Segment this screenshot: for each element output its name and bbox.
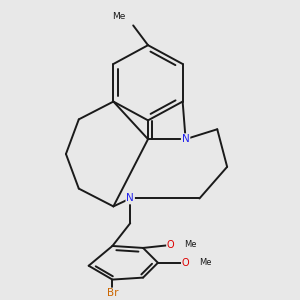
Text: O: O [167, 240, 175, 250]
Text: N: N [182, 134, 190, 144]
Text: O: O [182, 258, 189, 268]
Text: N: N [126, 194, 134, 203]
Text: Me: Me [112, 13, 125, 22]
Text: Me: Me [200, 258, 212, 267]
Text: Br: Br [107, 288, 118, 298]
Text: Me: Me [184, 241, 197, 250]
